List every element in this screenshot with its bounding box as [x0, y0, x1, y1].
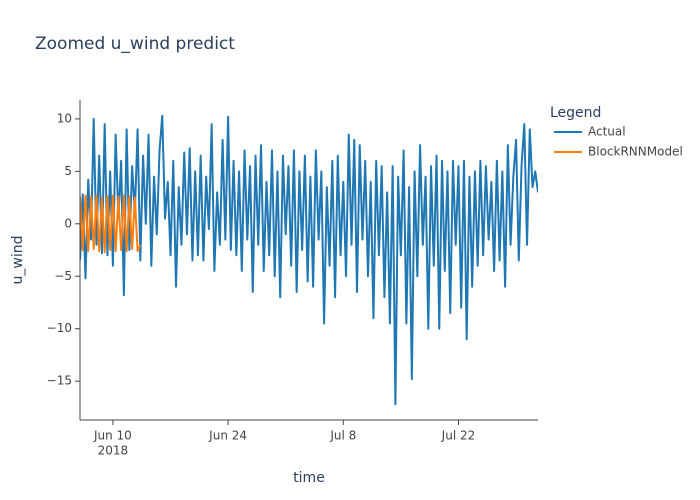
chart-title: Zoomed u_wind predict [35, 34, 235, 54]
x-axis-title: time [293, 470, 325, 486]
legend-title: Legend [550, 105, 601, 121]
legend-label: Actual [588, 125, 626, 139]
x-tick-label: Jul 22 [441, 429, 476, 443]
y-tick-label: 0 [64, 216, 72, 230]
y-tick-label: 10 [57, 111, 72, 125]
line-series [80, 114, 538, 406]
y-tick-label: −5 [54, 269, 72, 283]
legend-label: BlockRNNModel [588, 145, 683, 159]
y-tick-label: −15 [47, 374, 72, 388]
y-tick-label: −10 [47, 321, 72, 335]
x-tick-label: Jun 10 [93, 429, 132, 443]
x-tick-year: 2018 [98, 444, 129, 458]
line-series [80, 194, 142, 254]
x-tick-label: Jun 24 [208, 429, 247, 443]
y-tick-label: 5 [64, 164, 72, 178]
y-axis-title: u_wind [10, 236, 26, 285]
x-tick-label: Jul 8 [329, 429, 356, 443]
plot-area [80, 114, 538, 406]
